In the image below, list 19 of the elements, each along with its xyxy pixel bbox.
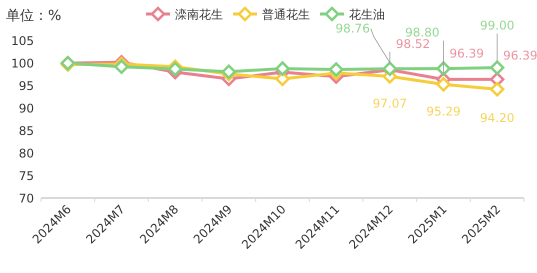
data-label: 97.07 bbox=[372, 96, 408, 110]
legend-label: 滦南花生 bbox=[175, 8, 223, 22]
data-label: 98.76 bbox=[335, 22, 370, 36]
y-tick-label: 70 bbox=[18, 192, 34, 206]
data-label: 94.20 bbox=[480, 111, 514, 126]
data-label: 95.29 bbox=[426, 104, 461, 118]
y-tick-label: 75 bbox=[18, 169, 34, 184]
data-label: 99.00 bbox=[480, 18, 514, 33]
y-tick-label: 90 bbox=[18, 102, 34, 116]
y-tick-label: 105 bbox=[11, 34, 34, 48]
legend-label: 普通花生 bbox=[262, 8, 310, 22]
y-axis-title: 单位：% bbox=[6, 8, 62, 24]
y-tick-label: 80 bbox=[18, 146, 34, 161]
data-label: 96.39 bbox=[503, 48, 537, 62]
y-tick-label: 95 bbox=[18, 79, 34, 94]
y-tick-label: 100 bbox=[11, 56, 34, 71]
legend-label: 花生油 bbox=[349, 8, 385, 22]
y-tick-label: 85 bbox=[18, 124, 34, 138]
data-label: 96.39 bbox=[450, 46, 484, 60]
